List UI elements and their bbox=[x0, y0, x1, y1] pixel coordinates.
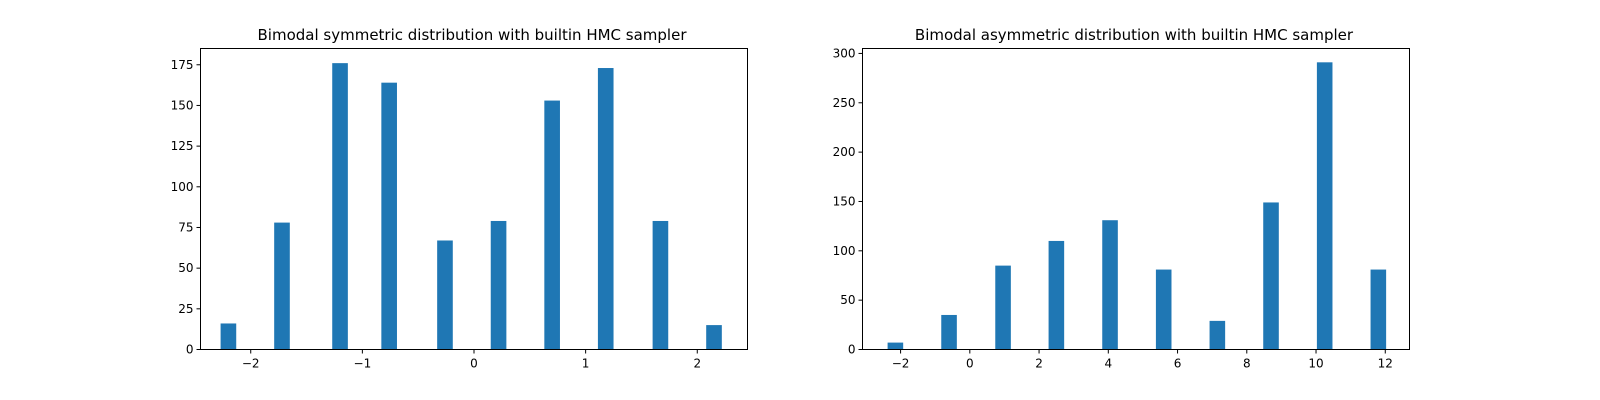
histogram-bar bbox=[1316, 62, 1333, 350]
y-tick-label: 125 bbox=[171, 139, 194, 153]
bars-group bbox=[887, 62, 1387, 350]
histogram-bar bbox=[437, 240, 453, 350]
x-tick-label: 6 bbox=[1174, 357, 1182, 371]
histogram-bar bbox=[597, 68, 614, 350]
histogram-bar bbox=[1370, 269, 1387, 350]
chart-title: Bimodal asymmetric distribution with bui… bbox=[915, 26, 1354, 44]
x-tick-label: 0 bbox=[966, 357, 974, 371]
chart-title: Bimodal symmetric distribution with buil… bbox=[258, 26, 688, 44]
x-tick-label: 12 bbox=[1378, 357, 1393, 371]
x-tick-label: 2 bbox=[1035, 357, 1043, 371]
y-tick-label: 50 bbox=[840, 293, 855, 307]
histogram-bar bbox=[995, 265, 1011, 350]
x-tick-label: 0 bbox=[470, 357, 478, 371]
histogram-bar bbox=[1209, 320, 1226, 350]
histogram-bar bbox=[381, 82, 397, 350]
x-tick-label: −1 bbox=[354, 357, 372, 371]
plot-area-frame bbox=[862, 48, 1410, 350]
y-tick-label: 100 bbox=[171, 180, 194, 194]
histogram-bar bbox=[941, 314, 957, 350]
y-axis-ticks: 0 50 100 150 200 250 300 bbox=[833, 46, 863, 357]
y-tick-label: 25 bbox=[178, 302, 193, 316]
x-tick-label: −2 bbox=[242, 357, 260, 371]
histogram-bar bbox=[1263, 202, 1279, 350]
x-axis-ticks: −2 −1 0 1 2 bbox=[242, 349, 701, 371]
subplot-symmetric: Bimodal symmetric distribution with buil… bbox=[171, 26, 748, 371]
histogram-bar bbox=[887, 342, 904, 350]
histogram-bar bbox=[490, 220, 507, 350]
plot-area-frame bbox=[200, 48, 748, 350]
histogram-bar bbox=[706, 325, 722, 350]
y-axis-ticks: 0 25 50 75 100 125 150 175 bbox=[171, 58, 201, 357]
y-tick-label: 100 bbox=[833, 244, 856, 258]
histogram-bar bbox=[332, 63, 348, 350]
subplot-asymmetric: Bimodal asymmetric distribution with bui… bbox=[833, 26, 1410, 371]
y-tick-label: 175 bbox=[171, 58, 194, 72]
y-tick-label: 300 bbox=[833, 46, 856, 60]
x-tick-label: −2 bbox=[892, 357, 910, 371]
x-tick-label: 2 bbox=[693, 357, 701, 371]
histogram-bar bbox=[652, 220, 669, 350]
x-tick-label: 8 bbox=[1243, 357, 1251, 371]
bars-group bbox=[220, 63, 722, 350]
x-tick-label: 1 bbox=[582, 357, 590, 371]
y-tick-label: 250 bbox=[833, 96, 856, 110]
histogram-bar bbox=[544, 100, 560, 350]
histogram-bar bbox=[1048, 240, 1065, 350]
histogram-bar bbox=[1155, 269, 1172, 350]
y-tick-label: 200 bbox=[833, 145, 856, 159]
histogram-bar bbox=[274, 222, 290, 350]
y-tick-label: 0 bbox=[186, 343, 194, 357]
y-tick-label: 150 bbox=[833, 194, 856, 208]
histogram-bar bbox=[1102, 220, 1118, 350]
y-tick-label: 0 bbox=[848, 343, 856, 357]
x-tick-label: 4 bbox=[1104, 357, 1112, 371]
x-axis-ticks: −2 0 2 4 6 8 10 12 bbox=[892, 349, 1393, 371]
histogram-bar bbox=[220, 323, 237, 350]
y-tick-label: 75 bbox=[178, 220, 193, 234]
y-tick-label: 150 bbox=[171, 98, 194, 112]
x-tick-label: 10 bbox=[1308, 357, 1323, 371]
y-tick-label: 50 bbox=[178, 261, 193, 275]
